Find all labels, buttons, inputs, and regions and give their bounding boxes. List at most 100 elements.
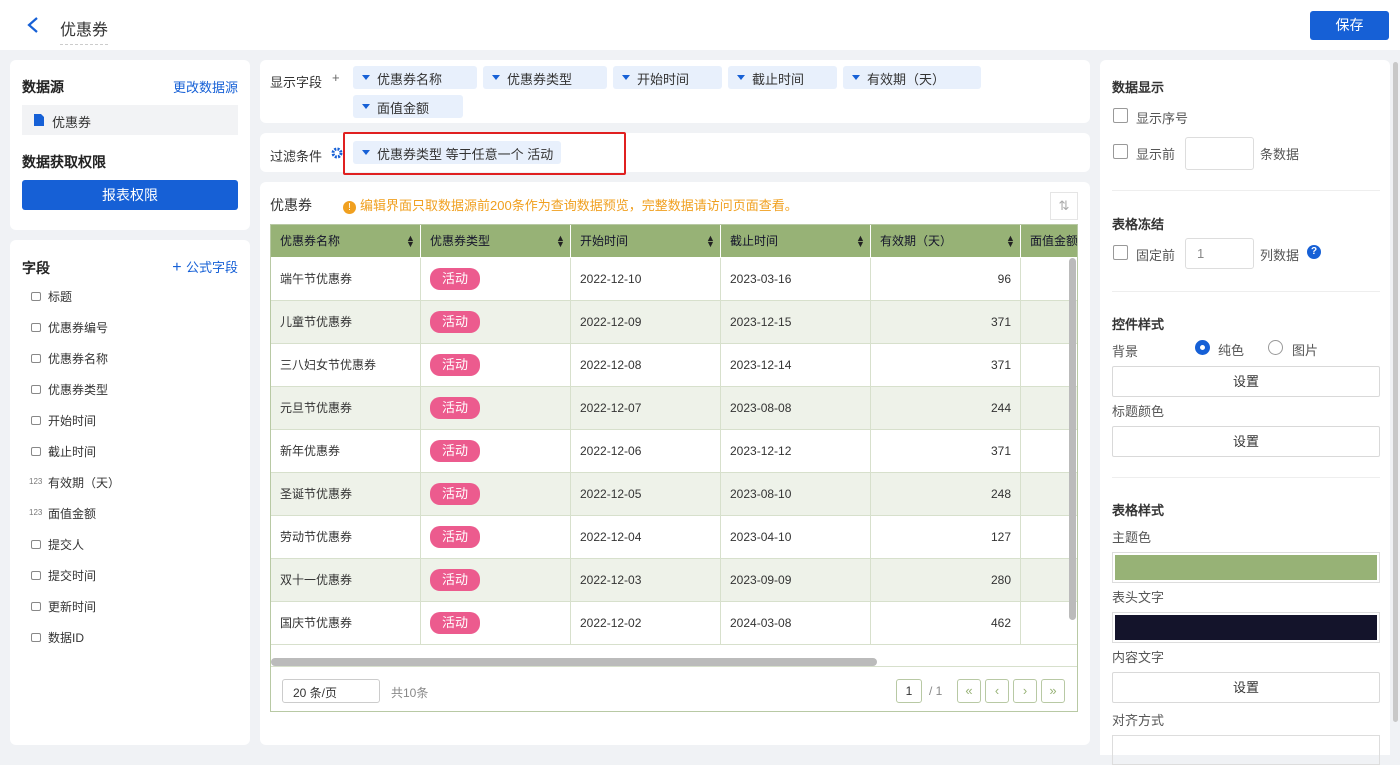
table-cell: 双十一优惠券: [271, 559, 421, 602]
label: 数据获取权限: [22, 154, 106, 170]
field-chip[interactable]: 截止时间: [728, 66, 837, 89]
tag: 活动: [430, 268, 481, 290]
field-chip[interactable]: 面值金额: [353, 95, 463, 118]
set-button[interactable]: 设置: [1112, 366, 1380, 397]
label: 显示字段: [270, 75, 323, 90]
select[interactable]: 1: [1185, 238, 1254, 269]
table-cell: [1021, 258, 1077, 301]
field-chip[interactable]: 有效期（天）: [843, 66, 981, 89]
input[interactable]: [1185, 137, 1254, 170]
section-title: 控件样式: [1112, 317, 1165, 332]
sort-icon: ▲ ▼: [1006, 233, 1015, 249]
checkbox[interactable]: [1113, 144, 1128, 159]
field-item[interactable]: 有效期（天）: [48, 476, 121, 490]
table-cell: [1021, 301, 1077, 344]
label: 背景: [1112, 344, 1139, 359]
field-icon: [31, 447, 41, 456]
table-cell: 2023-08-08: [721, 387, 871, 430]
table-cell: 三八妇女节优惠券: [271, 344, 421, 387]
field-icon: 123: [29, 508, 43, 517]
table-cell: 活动: [421, 516, 571, 559]
page-size[interactable]: 20 条/页: [282, 679, 380, 703]
pager-button[interactable]: «: [957, 679, 981, 703]
page-title: 优惠券: [60, 16, 109, 45]
table-cell: 2022-12-10: [571, 258, 721, 301]
label: 字段: [22, 260, 50, 276]
label: 表头文字: [1112, 590, 1165, 605]
divider: [1112, 190, 1380, 191]
text: 优惠券: [52, 115, 92, 130]
sort-icon: ▲ ▼: [706, 233, 715, 249]
pager-button[interactable]: ›: [1013, 679, 1037, 703]
filter-chip[interactable]: 优惠券类型 等于任意一个 活动: [353, 141, 562, 164]
display-panel: 显示字段 + 优惠券名称 优惠券类型 开始时间 截止时间 有效期（天） 面值金额: [260, 60, 1090, 123]
tag: 活动: [430, 526, 481, 548]
table-cell: [1021, 516, 1077, 559]
field-item[interactable]: 优惠券编号: [48, 321, 109, 335]
align-select[interactable]: [1112, 735, 1380, 765]
field-item[interactable]: 截止时间: [48, 445, 97, 459]
change-link[interactable]: 更改数据源: [172, 80, 238, 95]
header-cell: 优惠券类型: [421, 225, 571, 258]
field-item[interactable]: 优惠券类型: [48, 383, 109, 397]
field-item[interactable]: 数据ID: [48, 631, 85, 645]
field-icon: [31, 354, 41, 363]
settings-panel: 数据显示 显示序号 显示前 条数据 表格冻结 固定前 1 列数据? 控件样式 背景 纯色 图片 设置 标题…: [1100, 60, 1390, 765]
table-panel: 优惠券 ! 编辑界面只取数据源前200条作为查询数据预览，完整数据请访问页面查看。…: [260, 182, 1090, 745]
sort-icon: ▲ ▼: [856, 233, 865, 249]
field-chip[interactable]: 优惠券名称: [353, 66, 477, 89]
header: 优惠券 保存: [0, 0, 1400, 50]
page-input[interactable]: 1: [896, 679, 922, 703]
divider: [1112, 291, 1380, 292]
radio[interactable]: [1268, 340, 1283, 355]
table-cell: 2023-08-10: [721, 473, 871, 516]
sort-toggle[interactable]: ⇅: [1050, 192, 1078, 220]
table-cell: [1021, 344, 1077, 387]
permission-button[interactable]: 报表权限: [22, 180, 238, 210]
label: 数据源: [22, 79, 64, 95]
table-cell: 248: [871, 473, 1021, 516]
back-icon[interactable]: [26, 16, 40, 34]
label: 列数据: [1260, 248, 1300, 263]
set-button[interactable]: 设置: [1112, 672, 1380, 703]
label: 过滤条件: [270, 149, 323, 164]
table-cell: 462: [871, 602, 1021, 645]
radio[interactable]: [1195, 340, 1210, 355]
label: 纯色: [1218, 343, 1245, 358]
table-cell: 2023-12-15: [721, 301, 871, 344]
field-icon: [31, 540, 41, 549]
color-swatch[interactable]: [1112, 552, 1380, 583]
field-item[interactable]: 更新时间: [48, 600, 97, 614]
field-item[interactable]: 面值金额: [48, 507, 97, 521]
h-scrollbar: [271, 658, 877, 666]
field-item[interactable]: 提交时间: [48, 569, 97, 583]
field-item[interactable]: 标题: [48, 290, 73, 304]
color-swatch[interactable]: [1112, 612, 1380, 643]
label: 条数据: [1260, 147, 1300, 162]
pager-button[interactable]: »: [1041, 679, 1065, 703]
field-chip[interactable]: 开始时间: [613, 66, 722, 89]
checkbox[interactable]: [1113, 245, 1128, 260]
table-cell: 2022-12-06: [571, 430, 721, 473]
total: 共10条: [391, 686, 429, 700]
field-icon: [31, 602, 41, 611]
table-cell: 儿童节优惠券: [271, 301, 421, 344]
table-cell: 2022-12-05: [571, 473, 721, 516]
checkbox[interactable]: [1113, 108, 1128, 123]
set-button[interactable]: 设置: [1112, 426, 1380, 457]
field-item[interactable]: 优惠券名称: [48, 352, 109, 366]
label: 对齐方式: [1112, 713, 1165, 728]
pager-button[interactable]: ‹: [985, 679, 1009, 703]
tag: 活动: [430, 569, 481, 591]
field-item[interactable]: 开始时间: [48, 414, 97, 428]
field-item[interactable]: 提交人: [48, 538, 85, 552]
label: 显示序号: [1136, 111, 1189, 126]
tag: 活动: [430, 311, 481, 333]
save-button[interactable]: 保存: [1310, 11, 1389, 40]
table-cell: 活动: [421, 258, 571, 301]
table-cell: 371: [871, 301, 1021, 344]
table-cell: 2022-12-09: [571, 301, 721, 344]
formula-link[interactable]: + 公式字段: [172, 259, 238, 276]
field-chip[interactable]: 优惠券类型: [483, 66, 607, 89]
